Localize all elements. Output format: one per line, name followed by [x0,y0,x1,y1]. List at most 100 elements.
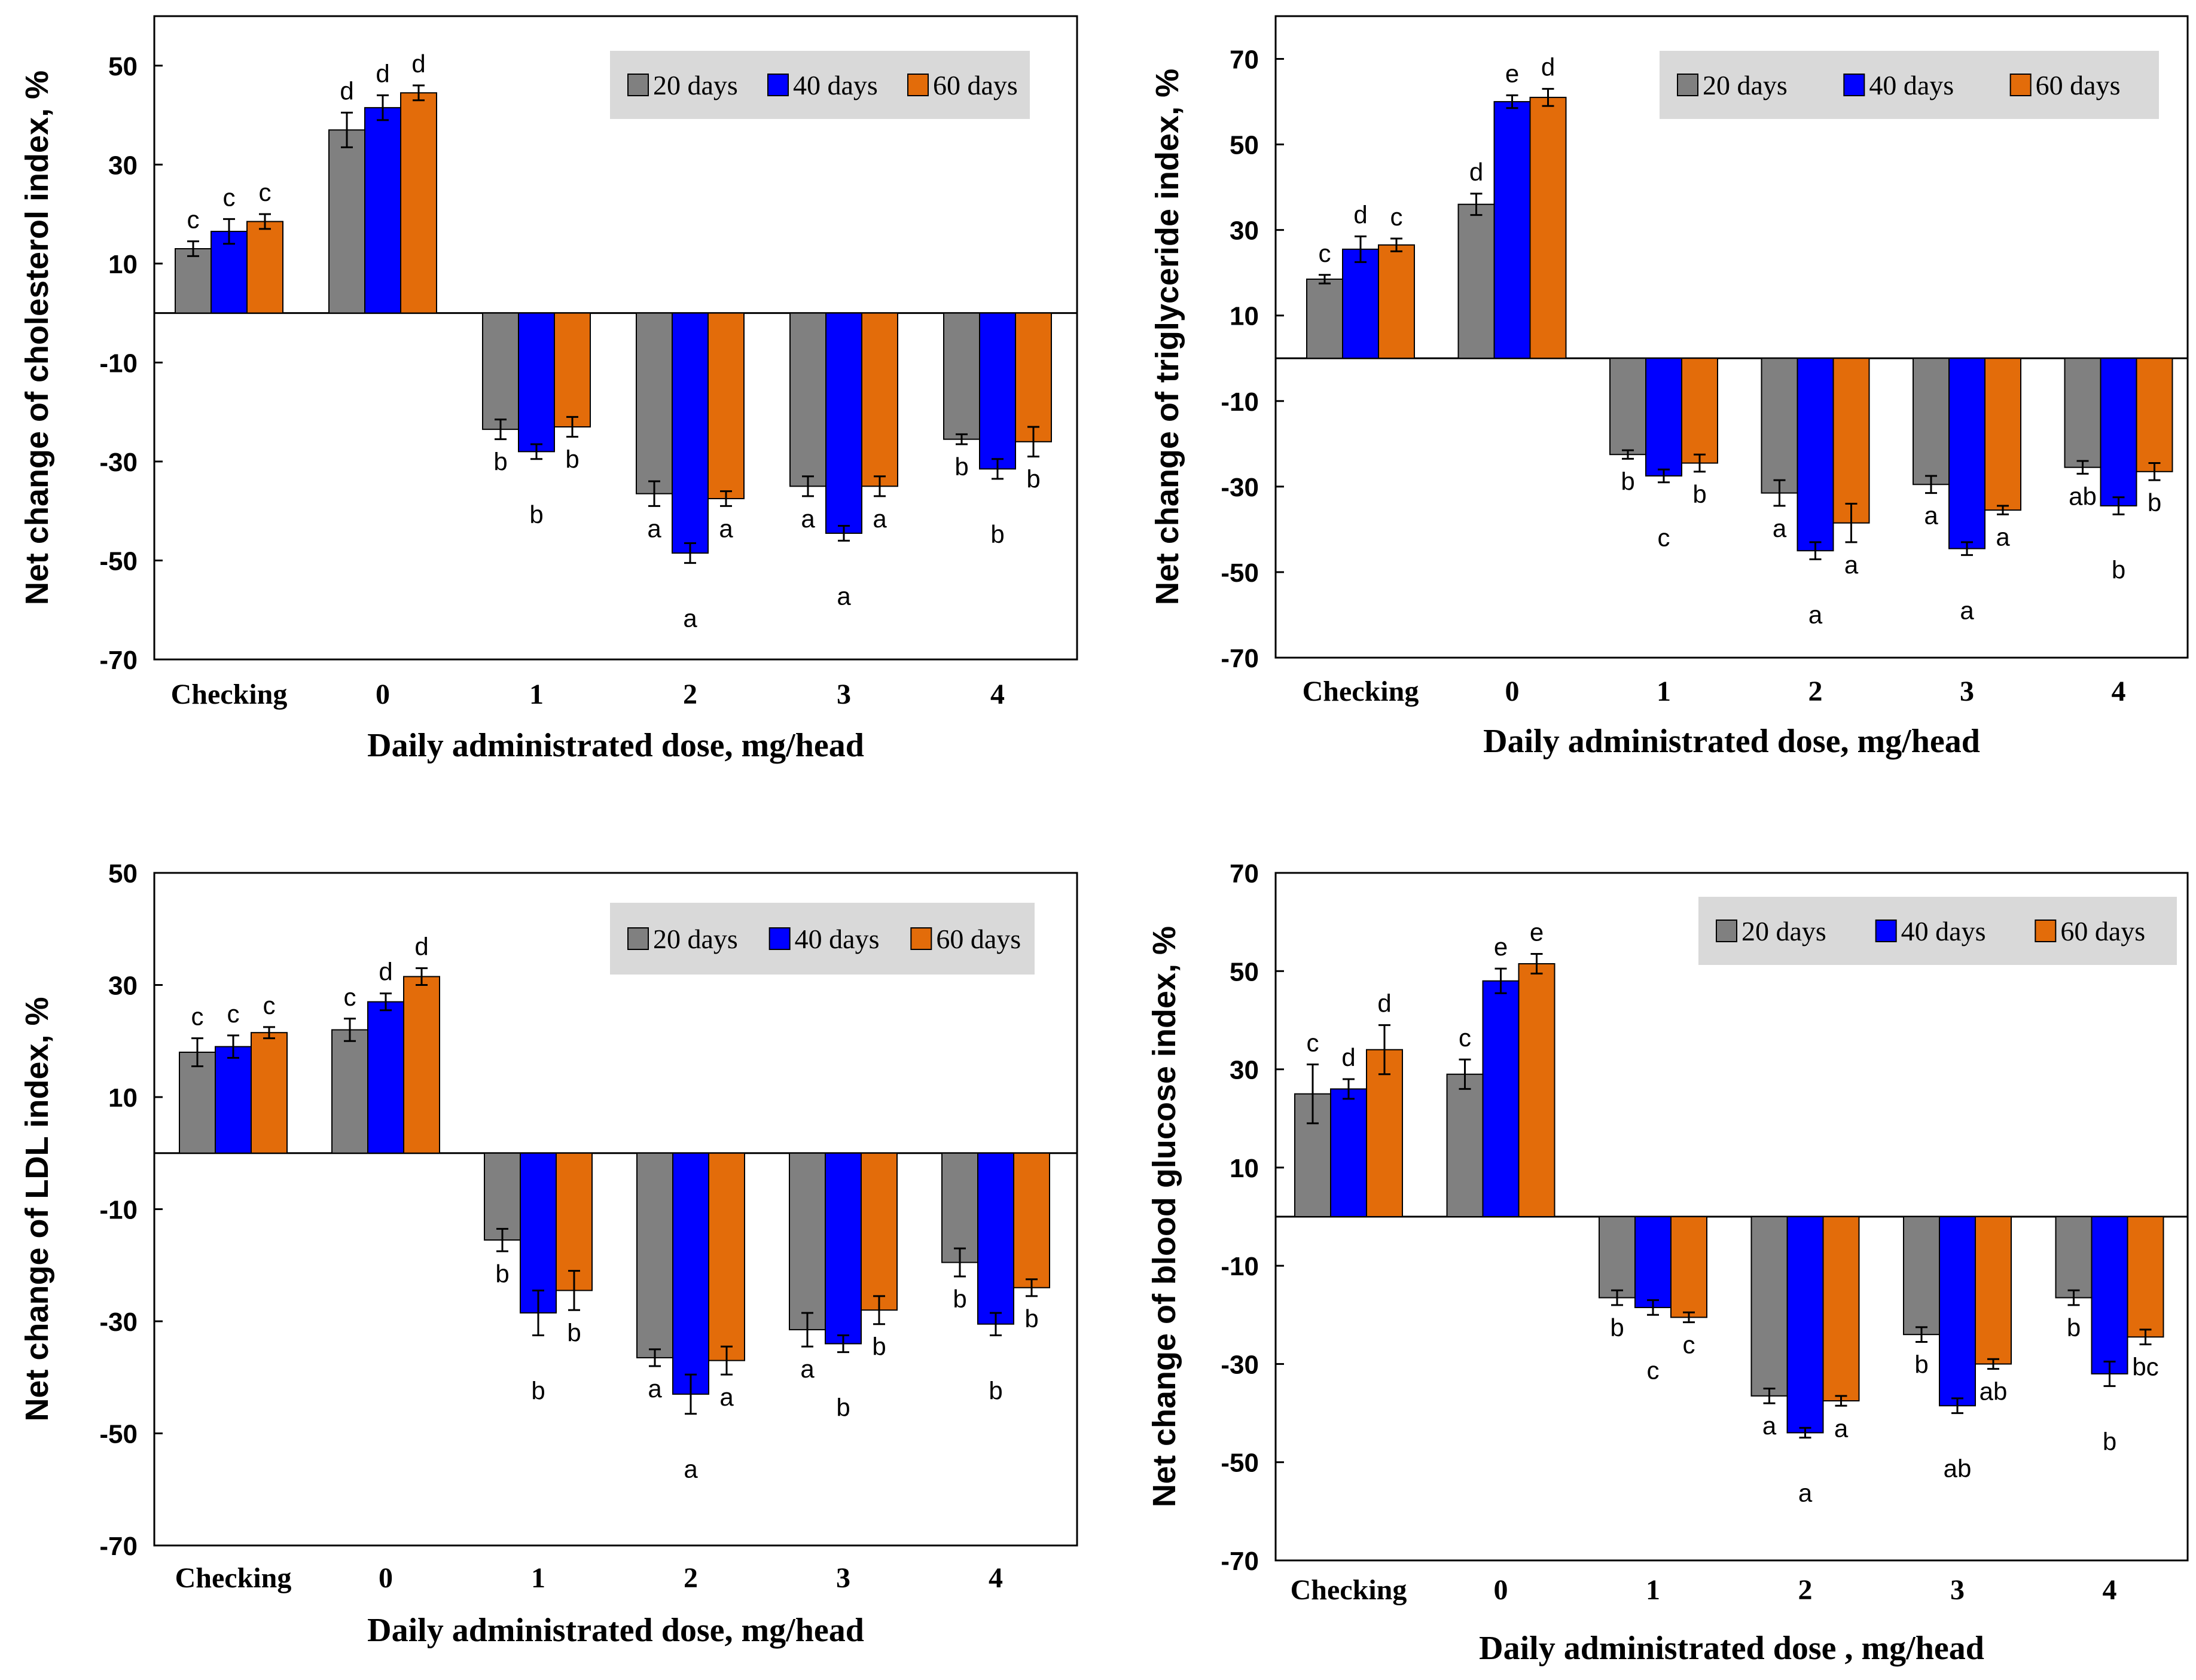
significance-letter: b [493,448,507,476]
significance-letter: c [1658,524,1670,552]
category-label: 0 [1494,1574,1508,1606]
y-tick-label: 30 [1230,1056,1259,1085]
bar-20days-0 [331,1029,368,1154]
significance-letter: ab [1980,1377,2008,1406]
significance-letter: b [989,1376,1002,1404]
bar-20days-2 [636,1152,673,1358]
significance-letter: a [1924,502,1938,530]
bar-40days-Checking [1342,248,1379,359]
bar-20days-3 [789,312,826,487]
significance-letter: d [1377,989,1391,1018]
x-axis-title: Daily administrated dose, mg/head [367,1612,864,1649]
bar-60days-1 [554,312,591,427]
significance-letter: b [872,1333,886,1361]
bar-60days-2 [1832,358,1870,524]
bar-20days-4 [941,1152,978,1263]
significance-letter: b [495,1260,509,1288]
y-tick-label: 30 [108,151,138,180]
y-axis-title: Net change of LDL index, % [19,997,55,1421]
bar-40days-4 [979,312,1016,470]
bar-20days-1 [484,1152,521,1241]
legend-swatch-60days [907,74,929,96]
significance-letter: a [1960,596,1974,624]
bar-60days-0 [1518,963,1556,1217]
bar-40days-Checking [215,1046,252,1154]
bar-40days-0 [1493,101,1531,359]
significance-letter: c [1390,203,1403,231]
legend-label: 40 days [1869,70,1954,100]
legend-label: 60 days [933,70,1018,100]
bar-20days-Checking [175,248,212,314]
bar-60days-3 [1975,1216,2012,1365]
bar-40days-2 [1797,358,1834,552]
x-axis-title: Daily administrated dose, mg/head [1483,723,1980,760]
bar-20days-0 [1457,203,1495,359]
category-label: 0 [1505,676,1520,707]
bar-60days-1 [1670,1216,1707,1318]
legend-label: 20 days [653,70,738,100]
y-tick-label: 50 [108,859,138,888]
y-axis-title: Net change of cholesterol index, % [19,71,55,605]
y-tick-label: -50 [1221,1449,1259,1478]
plot-frame [1274,15,2189,659]
bar-40days-2 [672,312,709,554]
significance-letter: b [531,1376,545,1404]
significance-letter: b [2103,1427,2116,1455]
bar-60days-1 [556,1152,593,1291]
significance-letter: a [1834,1414,1849,1442]
significance-letter: ab [2069,482,2097,510]
significance-letter: d [411,50,425,78]
bar-60days-3 [861,312,898,487]
category-label: 1 [1646,1574,1660,1606]
significance-letter: a [1996,523,2010,551]
legend-swatch-60days [2035,920,2057,942]
significance-letter: d [414,932,428,960]
bar-60days-4 [1015,312,1052,442]
bar-40days-1 [1645,358,1682,476]
bar-60days-Checking [1366,1049,1403,1217]
y-tick-label: -70 [99,1532,138,1561]
significance-letter: e [1494,933,1508,961]
significance-letter: e [1530,918,1544,946]
bar-40days-3 [1939,1216,1976,1407]
bar-20days-2 [636,312,673,494]
y-tick-label: -70 [99,646,138,675]
y-tick-label: -50 [99,1420,138,1449]
significance-letter: c [263,991,276,1019]
bar-20days-Checking [179,1052,216,1154]
category-label: 2 [1798,1574,1813,1606]
y-tick-label: 30 [1230,216,1259,246]
category-label: 2 [683,679,697,710]
significance-letter: a [1762,1412,1777,1440]
bar-40days-4 [977,1152,1014,1325]
y-tick-label: -10 [99,1196,138,1225]
y-tick-label: 30 [108,972,138,1001]
bar-20days-3 [789,1152,826,1331]
bar-40days-0 [1482,980,1520,1217]
bar-20days-1 [482,312,519,430]
y-tick-label: -50 [99,546,138,576]
legend-background [1660,51,2159,119]
legend-swatch-20days [627,927,649,950]
bar-40days-1 [1634,1216,1672,1308]
bar-60days-4 [2127,1216,2164,1338]
significance-letter: a [1773,514,1787,542]
significance-letter: a [648,1374,662,1403]
significance-letter: ab [1944,1455,1972,1483]
bar-20days-4 [2064,358,2102,468]
significance-letter: c [187,206,200,234]
legend-label: 20 days [1703,70,1788,100]
y-tick-label: -10 [99,349,138,378]
y-tick-label: 10 [1230,1154,1259,1183]
category-label: 4 [2112,676,2126,707]
y-tick-label: -30 [1221,1350,1259,1379]
y-tick-label: -30 [99,448,138,477]
bar-40days-3 [825,312,862,534]
significance-letter: b [567,1318,581,1346]
chart-panel-3: 503010-10-30-50-70ccbaabcdbabbcdbabbChec… [19,859,1078,1649]
bar-20days-0 [328,129,365,314]
significance-letter: a [719,1383,734,1411]
significance-letter: b [565,445,579,474]
legend-swatch-60days [910,927,932,950]
